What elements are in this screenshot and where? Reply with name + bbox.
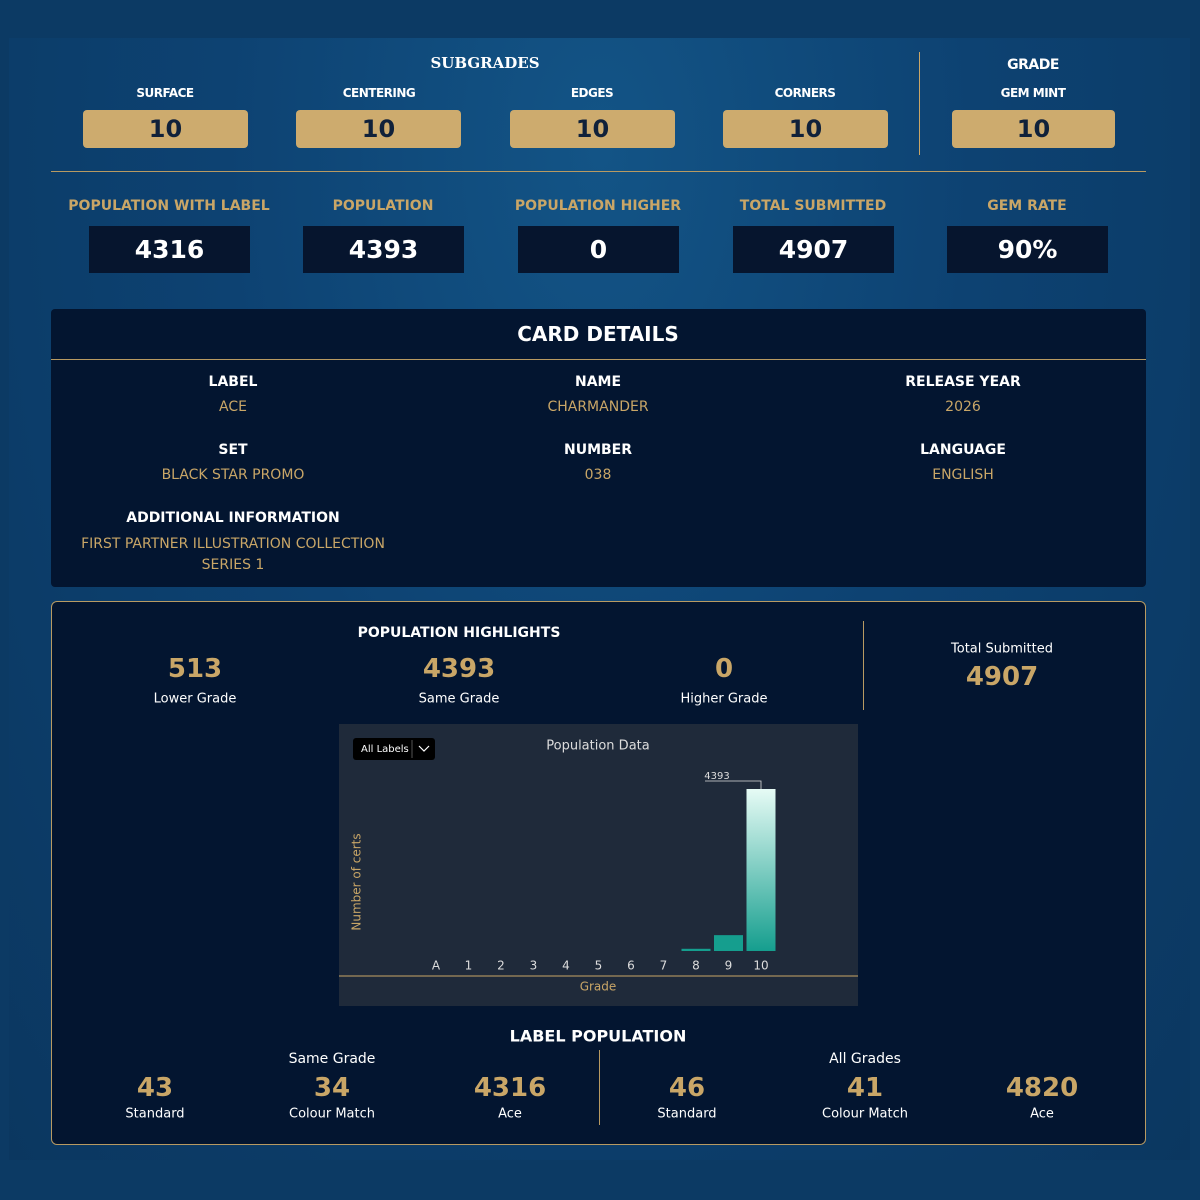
chart-title: Population Data — [546, 739, 649, 754]
divider — [863, 621, 864, 710]
stat-value: 4393 — [303, 226, 464, 273]
subgrade-label: CENTERING — [342, 86, 416, 100]
x-axis-label: Grade — [580, 980, 617, 994]
total-label: Total Submitted — [951, 641, 1053, 657]
field-label: NUMBER — [563, 442, 633, 458]
subgrade-label: CORNERS — [774, 86, 836, 100]
field-value: BLACK STAR PROMO — [161, 467, 305, 483]
label-pop-value: 4820 — [1005, 1073, 1079, 1103]
field-label: RELEASE YEAR — [905, 374, 1021, 390]
field-value: 2026 — [945, 399, 981, 415]
label-pop-value: 34 — [313, 1073, 351, 1103]
bar — [681, 948, 711, 951]
subgrade-value: 10 — [296, 110, 461, 148]
label-pop-label: Standard — [657, 1106, 717, 1122]
divider — [51, 171, 1146, 172]
field-value: ACE — [219, 399, 247, 415]
field-label: ADDITIONAL INFORMATION — [126, 510, 340, 526]
label-pop-label: Standard — [125, 1106, 185, 1122]
label-pop-label: Colour Match — [822, 1106, 908, 1122]
field-value: CHARMANDER — [547, 399, 649, 415]
divider — [51, 359, 1146, 360]
dropdown-label[interactable]: All Labels — [361, 744, 409, 755]
x-tick-label: A — [432, 959, 441, 973]
highlight-value: 4393 — [422, 654, 496, 684]
subgrade-label: SURFACE — [136, 86, 194, 100]
dropdown[interactable] — [353, 738, 435, 760]
highlight-value: 0 — [714, 654, 734, 684]
highlight-label: Lower Grade — [153, 691, 237, 707]
stat-value: 4907 — [733, 226, 894, 273]
panel-title: POPULATION HIGHLIGHTS — [357, 625, 561, 641]
label-pop-value: 46 — [668, 1073, 706, 1103]
x-tick-label: 8 — [692, 959, 700, 973]
divider — [919, 52, 920, 155]
field-label: NAME — [574, 374, 622, 390]
x-tick-label: 10 — [753, 959, 768, 973]
x-tick-label: 2 — [497, 959, 505, 973]
stat-label: GEM RATE — [987, 198, 1067, 214]
label-pop-value: 41 — [846, 1073, 884, 1103]
stat-label: POPULATION — [332, 198, 434, 214]
highlight-label: Higher Grade — [680, 691, 768, 707]
panel-title: CARD DETAILS — [517, 322, 679, 346]
x-tick-label: 4 — [562, 959, 570, 973]
y-axis-label: Number of certs — [350, 833, 364, 930]
subgrade-value: 10 — [723, 110, 888, 148]
highlight-label: Same Grade — [418, 691, 500, 707]
total-value: 4907 — [965, 662, 1039, 692]
field-value: ENGLISH — [932, 467, 994, 483]
dropdown-arrow[interactable] — [418, 745, 430, 752]
x-tick-label: 9 — [725, 959, 733, 973]
field-label: SET — [218, 442, 248, 458]
label-pop-value: 43 — [136, 1073, 174, 1103]
grade-value: 10 — [952, 110, 1115, 148]
x-tick-label: 1 — [465, 959, 473, 973]
group-title: Same Grade — [288, 1051, 376, 1067]
section-title: SUBGRADES — [430, 54, 540, 72]
field-value: 038 — [584, 467, 612, 483]
stat-label: POPULATION HIGHER — [514, 198, 682, 214]
card-details-panel — [51, 309, 1146, 587]
label-pop-label: Ace — [498, 1106, 522, 1122]
stat-value: 4316 — [89, 226, 250, 273]
bar — [714, 935, 743, 951]
divider — [599, 1050, 600, 1125]
stat-value: 0 — [518, 226, 679, 273]
label-leader — [705, 780, 762, 789]
x-tick-label: 5 — [595, 959, 603, 973]
grade-title: GRADE — [1007, 57, 1059, 73]
label-pop-value: 4316 — [473, 1073, 547, 1103]
chart: All Labels Population Data Number of cer… — [339, 724, 858, 1006]
subgrade-value: 10 — [83, 110, 248, 148]
group-title: All Grades — [829, 1051, 901, 1067]
subgrade-label: EDGES — [570, 86, 614, 100]
bar — [746, 789, 776, 951]
field-label: LABEL — [208, 374, 258, 390]
field-label: LANGUAGE — [920, 442, 1006, 458]
subgrade-value: 10 — [510, 110, 675, 148]
highlight-value: 513 — [167, 654, 223, 684]
label-pop-label: Colour Match — [289, 1106, 375, 1122]
x-tick-label: 7 — [660, 959, 668, 973]
section-title: LABEL POPULATION — [509, 1026, 687, 1046]
grade-label: GEM MINT — [1000, 86, 1066, 100]
field-value: FIRST PARTNER ILLUSTRATION COLLECTION SE… — [81, 536, 385, 573]
x-tick-label: 6 — [627, 959, 635, 973]
data-label: 4393 — [704, 771, 729, 782]
stat-label: POPULATION WITH LABEL — [68, 198, 270, 214]
label-pop-label: Ace — [1030, 1106, 1054, 1122]
stat-label: TOTAL SUBMITTED — [739, 198, 887, 214]
stat-value: 90% — [947, 226, 1108, 273]
x-tick-label: 3 — [530, 959, 538, 973]
